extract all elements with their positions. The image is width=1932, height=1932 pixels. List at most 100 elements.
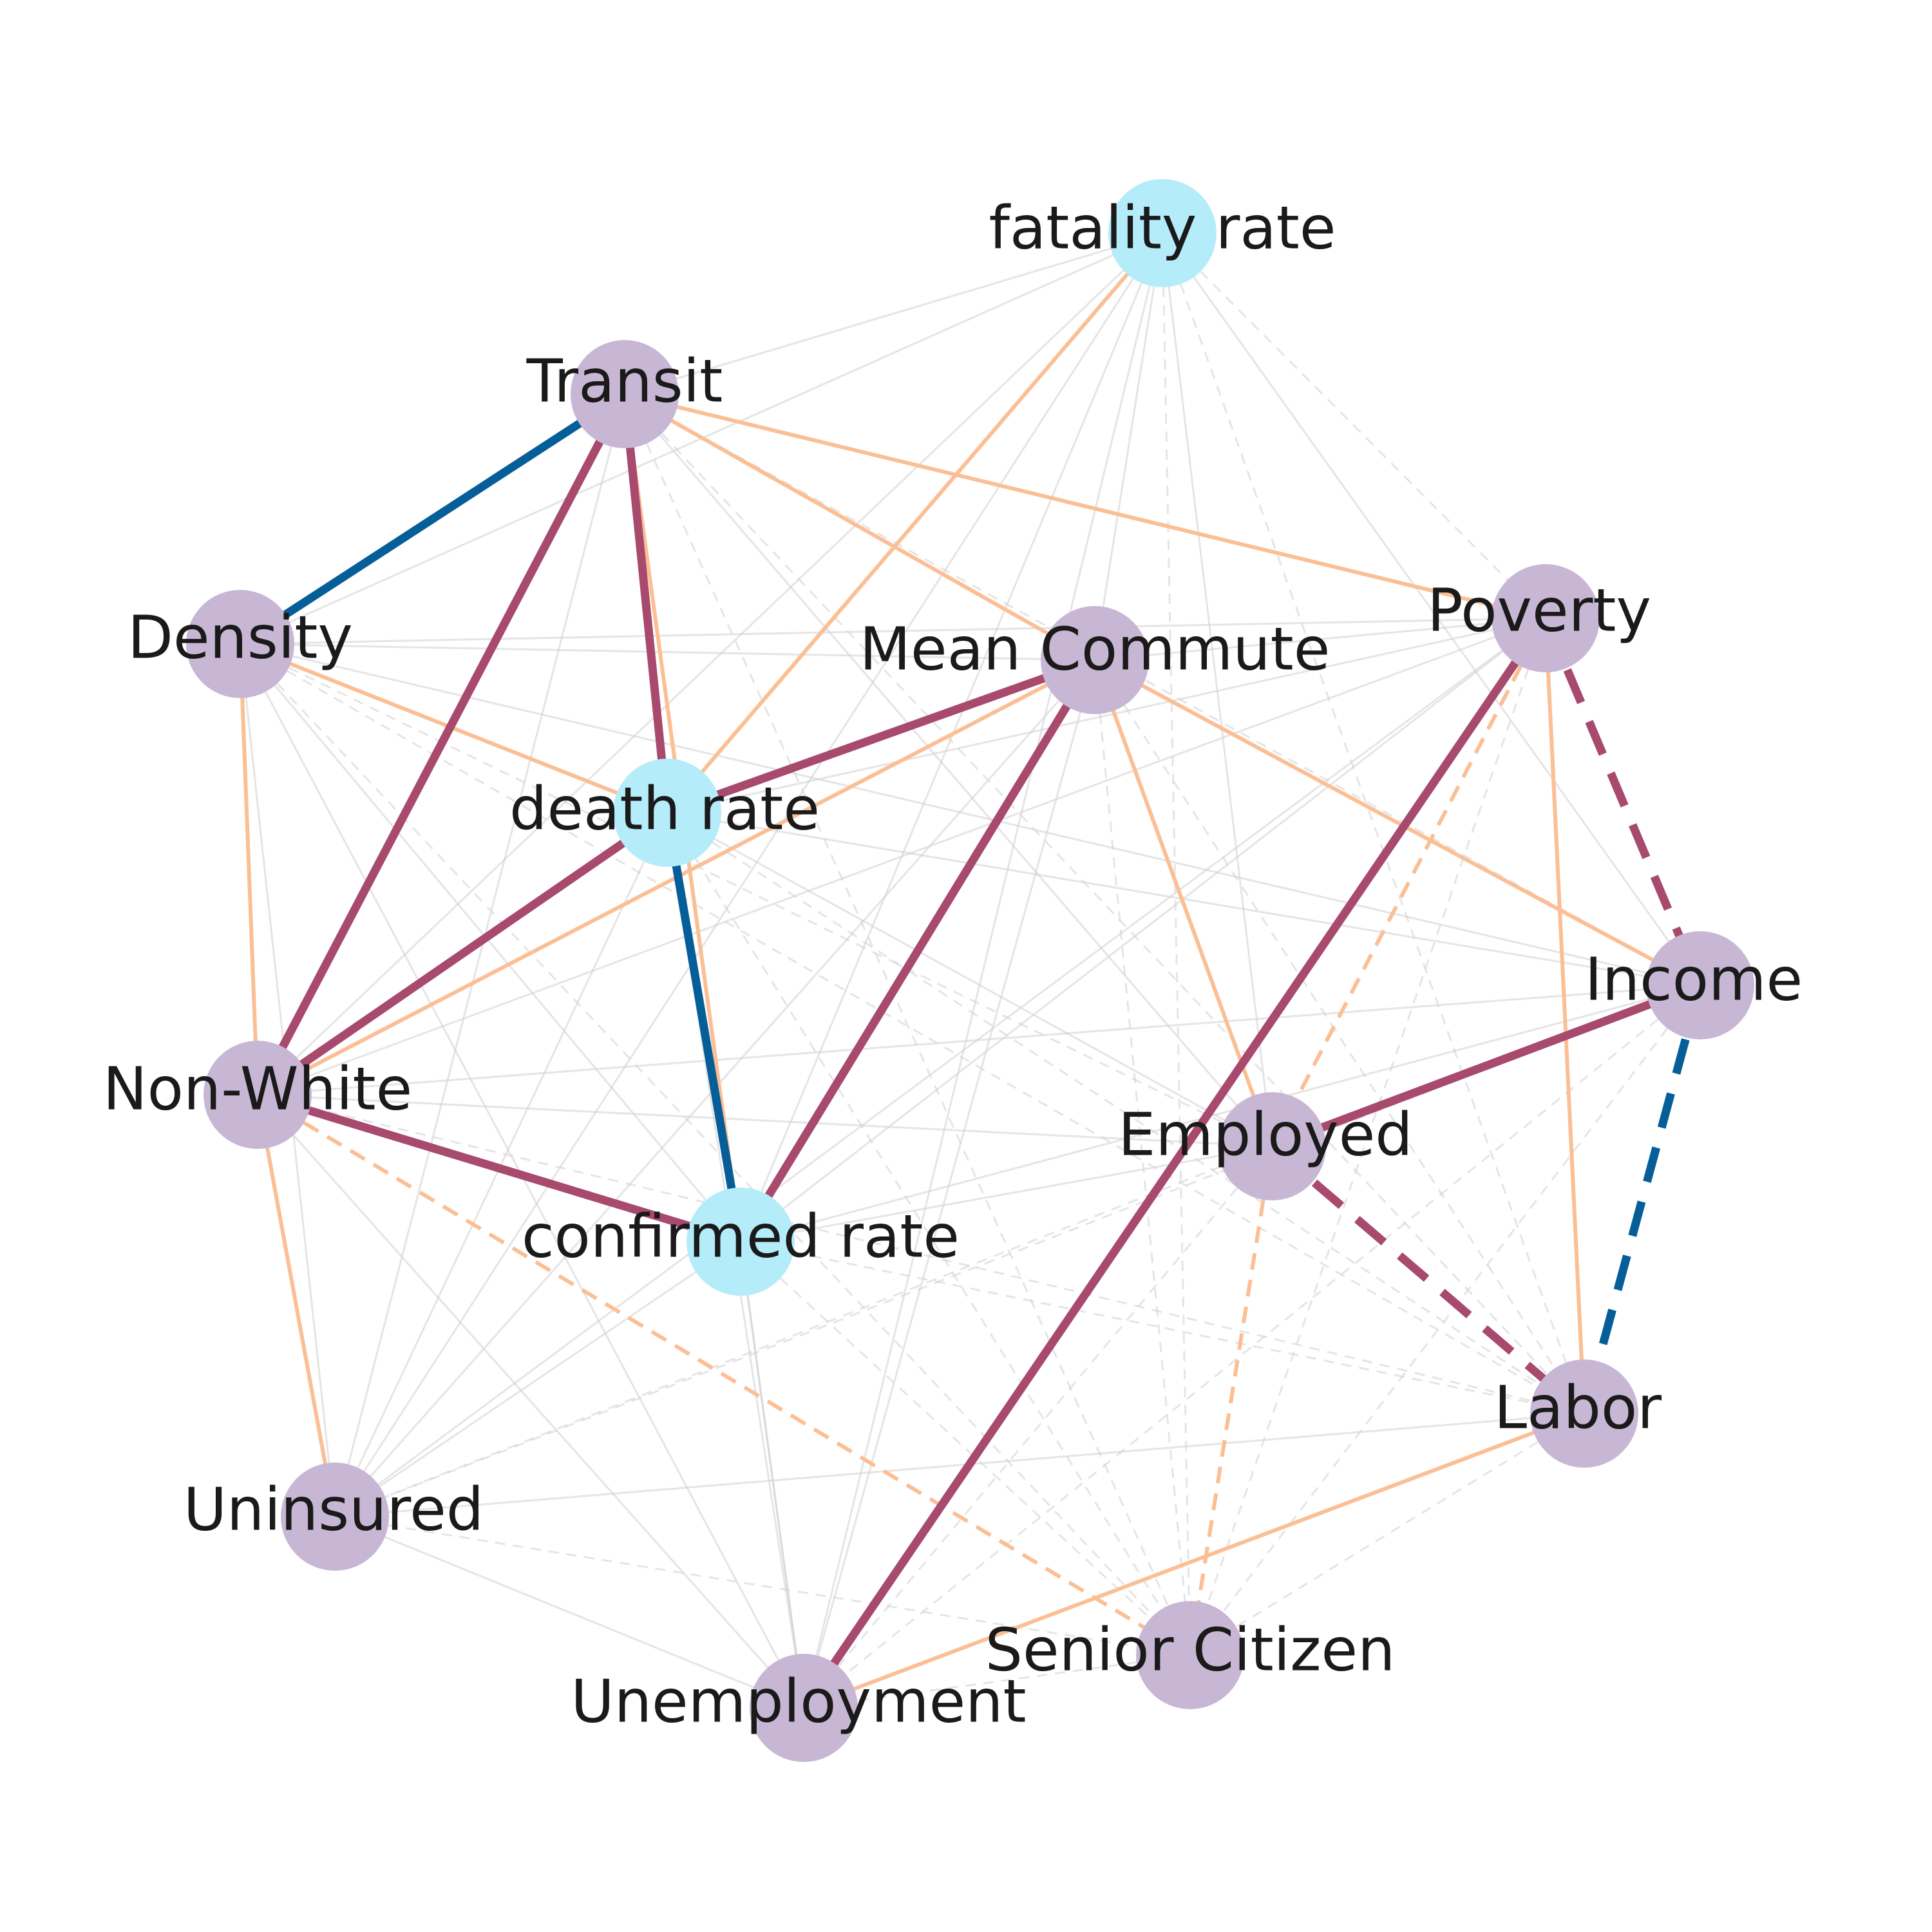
edge-labor-senior [1189,1412,1585,1656]
edge-commute-poverty [1094,617,1546,661]
edge-fatality-income [1161,232,1701,986]
edge-nonwhite-employed [257,1094,1273,1148]
edge-density-labor [240,643,1585,1415]
edge-nonwhite-uninsured [256,1094,337,1517]
edge-death-senior [666,812,1191,1656]
edge-death-labor [667,811,1585,1415]
nodes [186,179,1754,1762]
edge-commute-labor [1094,659,1586,1414]
edge-income-senior [1189,985,1701,1656]
edge-transit-senior [623,393,1191,1656]
edge-labor-unemployment [802,1412,1586,1710]
edge-transit-nonwhite [254,392,629,1097]
node-label-commute: Mean Commute [860,614,1331,683]
edge-income-nonwhite [257,984,1701,1096]
edge-poverty-death [667,617,1546,814]
edge-commute-senior [1094,659,1191,1656]
node-senior [1136,1601,1244,1709]
node-nonwhite [204,1041,312,1149]
edge-transit-poverty [624,392,1546,620]
edge-poverty-confirmed [740,617,1546,1243]
edge-density-senior [239,643,1191,1656]
edge-employed-senior [1188,1146,1274,1656]
edge-density-confirmed [239,643,742,1242]
edge-transit-uninsured [334,393,626,1517]
edge-nonwhite-unemployment [256,1094,805,1709]
edge-commute-death [665,656,1097,817]
node-label-confirmed: confirmed rate [522,1202,960,1271]
edge-death-nonwhite [255,809,670,1099]
edge-density-commute [240,643,1095,661]
node-confirmed [687,1188,795,1296]
edge-fatality-nonwhite [256,232,1164,1096]
edge-death-confirmed [663,811,745,1243]
edge-fatality-uninsured [334,232,1164,1517]
edge-nonwhite-confirmed [256,1090,742,1246]
edge-density-employed [240,643,1273,1148]
edge-income-employed [1270,981,1702,1151]
node-label-poverty: Poverty [1427,576,1651,645]
node-label-income: Income [1585,945,1803,1014]
edge-uninsured-unemployment [334,1515,804,1709]
node-uninsured [281,1463,389,1571]
edge-poverty-income [1542,616,1704,987]
node-income [1646,931,1754,1039]
edge-income-labor [1580,984,1705,1415]
edge-employed-uninsured [334,1145,1273,1518]
edge-commute-unemployment [802,659,1096,1709]
edge-nonwhite-senior [256,1093,1191,1657]
node-labels: fatality rate Transit Density Mean Commute P… [103,193,1803,1736]
edge-commute-confirmed [737,658,1099,1244]
edge-confirmed-senior [739,1240,1191,1656]
edge-poverty-senior [1189,618,1547,1656]
edge-fatality-senior [1161,232,1191,1656]
node-label-uninsured: Uninsured [184,1475,484,1544]
edge-density-nonwhite [238,643,260,1095]
edge-fatality-confirmed [739,232,1164,1242]
edge-fatality-employed [1161,232,1273,1147]
node-label-labor: Labor [1494,1373,1662,1442]
edge-transit-commute [623,392,1096,662]
edge-fatality-unemployment [802,232,1164,1709]
edge-density-poverty [240,617,1546,645]
edge-poverty-labor [1544,618,1586,1414]
edge-density-income [240,643,1701,987]
edge-poverty-employed [1270,617,1548,1148]
edge-employed-labor [1269,1143,1587,1417]
node-label-density: Density [128,603,353,672]
node-label-fatality: fatality rate [989,193,1336,262]
edge-income-unemployment [803,984,1701,1709]
edge-labor-uninsured [334,1412,1585,1518]
edge-employed-unemployment [802,1146,1273,1709]
edge-income-confirmed [740,984,1701,1243]
edge-employed-confirmed [740,1145,1273,1243]
node-density [186,590,294,698]
edge-uninsured-senior [334,1515,1191,1656]
edge-death-employed [667,811,1273,1148]
edge-commute-income [1094,658,1701,987]
edge-transit-density [238,390,627,648]
edge-nonwhite-labor [257,1094,1585,1415]
edge-transit-employed [623,393,1273,1147]
edge-poverty-uninsured [334,617,1546,1518]
node-label-employed: Employed [1118,1100,1412,1169]
edge-transit-income [624,393,1701,987]
node-death [613,759,721,867]
node-employed [1218,1092,1326,1200]
edge-fatality-death [665,232,1164,814]
node-transit [571,340,679,448]
edge-fatality-transit [624,232,1163,395]
edge-confirmed-uninsured [334,1240,741,1518]
node-labor [1530,1359,1638,1468]
node-label-nonwhite: Non-White [103,1054,412,1123]
edge-fatality-poverty [1161,232,1547,620]
node-label-senior: Senior Citizen [985,1615,1396,1684]
node-commute [1041,606,1149,714]
node-fatality [1108,179,1217,287]
strong-edges [238,390,1705,1710]
node-label-transit: Transit [526,346,723,415]
edge-transit-death [620,393,672,813]
edge-poverty-nonwhite [257,617,1546,1096]
node-label-death: death rate [509,774,820,843]
